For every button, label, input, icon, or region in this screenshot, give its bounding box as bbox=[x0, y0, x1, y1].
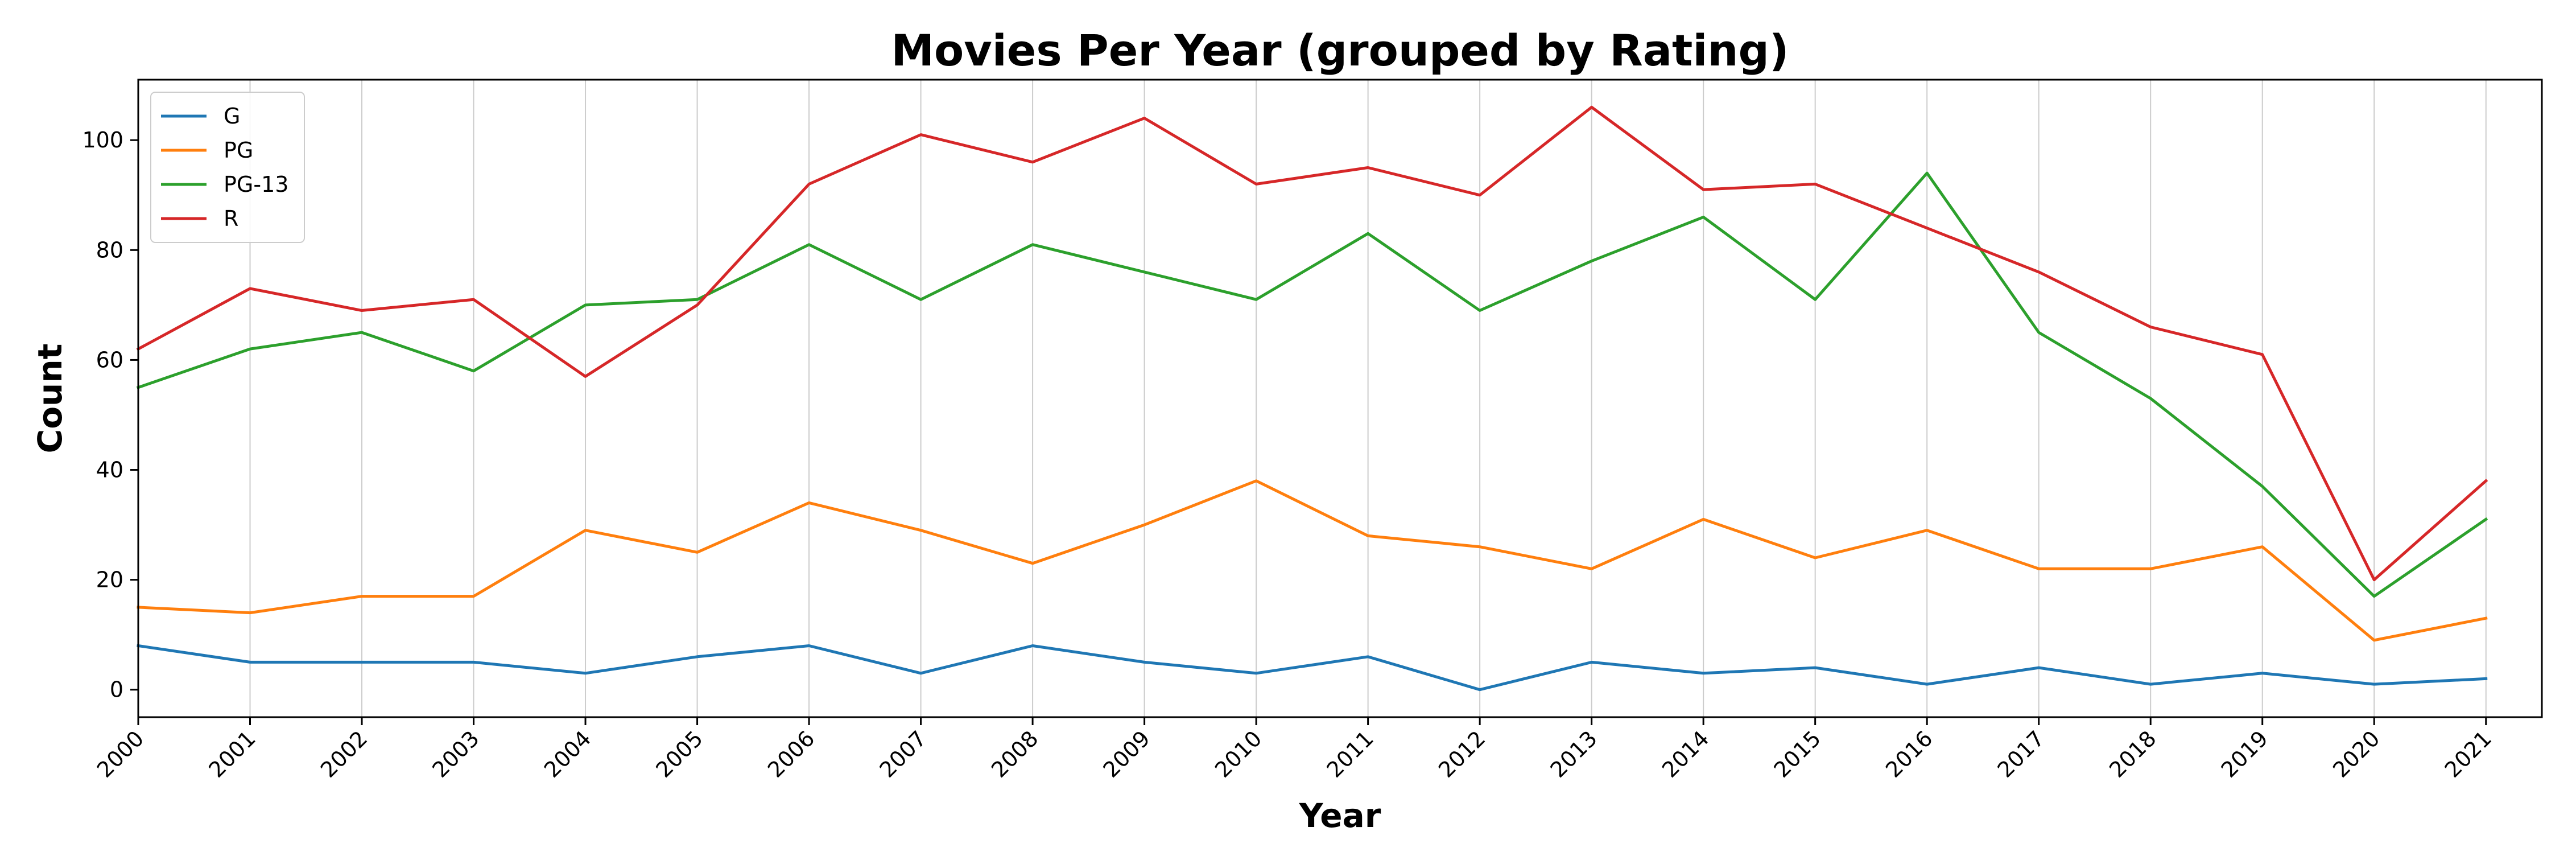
y-axis-title: Count bbox=[31, 344, 69, 454]
x-tick-label: 2011 bbox=[1322, 726, 1378, 783]
plot-frame bbox=[137, 79, 2543, 718]
y-tick-label: 0 bbox=[110, 677, 123, 702]
legend-label: PG-13 bbox=[224, 172, 288, 197]
grid bbox=[138, 80, 2487, 717]
series-line-r bbox=[136, 105, 2488, 582]
x-tick-label: 2021 bbox=[2440, 726, 2497, 783]
x-tick-label: 2017 bbox=[1993, 726, 2050, 783]
x-axis: 2000 2001 2002 2003 2004 2005 2006 2007 2008 2009… bbox=[92, 717, 2496, 783]
y-tick-label: 80 bbox=[96, 237, 123, 262]
x-tick-label: 2004 bbox=[539, 726, 596, 783]
y-tick-label: 60 bbox=[96, 347, 123, 372]
x-tick-label: 2020 bbox=[2328, 726, 2385, 783]
y-tick-label: 40 bbox=[96, 458, 123, 483]
x-tick-label: 2006 bbox=[763, 726, 820, 783]
x-tick-label: 2015 bbox=[1769, 726, 1826, 783]
x-axis-title: Year bbox=[1299, 796, 1381, 835]
x-tick-label: 2000 bbox=[92, 726, 149, 783]
y-tick-label: 100 bbox=[82, 127, 123, 153]
x-tick-label: 2001 bbox=[204, 726, 261, 783]
legend: G PG PG-13 R bbox=[150, 92, 305, 243]
x-tick-label: 2009 bbox=[1098, 726, 1155, 783]
x-tick-label: 2019 bbox=[2216, 726, 2273, 783]
legend-label: G bbox=[224, 104, 240, 129]
legend-label: R bbox=[224, 206, 238, 231]
x-tick-label: 2005 bbox=[651, 726, 708, 783]
x-tick-label: 2010 bbox=[1210, 726, 1267, 783]
x-tick-label: 2012 bbox=[1434, 726, 1491, 783]
x-tick-label: 2003 bbox=[427, 726, 484, 783]
series-line-pg-13 bbox=[136, 171, 2488, 598]
x-tick-label: 2016 bbox=[1881, 726, 1938, 783]
x-tick-label: 2014 bbox=[1657, 726, 1714, 783]
series-lines bbox=[136, 105, 2488, 692]
y-tick-label: 20 bbox=[96, 567, 123, 593]
series-line-g bbox=[137, 644, 2488, 692]
x-tick-label: 2008 bbox=[986, 726, 1043, 783]
y-axis: 0 20 40 60 80 100 bbox=[82, 127, 138, 702]
x-tick-label: 2002 bbox=[316, 726, 373, 783]
legend-label: PG bbox=[224, 138, 253, 163]
chart-title: Movies Per Year (grouped by Rating) bbox=[891, 25, 1789, 76]
x-tick-label: 2007 bbox=[874, 726, 931, 783]
series-line-pg bbox=[137, 479, 2488, 642]
x-tick-label: 2018 bbox=[2104, 726, 2161, 783]
legend-box bbox=[150, 92, 305, 243]
x-tick-label: 2013 bbox=[1546, 726, 1603, 783]
